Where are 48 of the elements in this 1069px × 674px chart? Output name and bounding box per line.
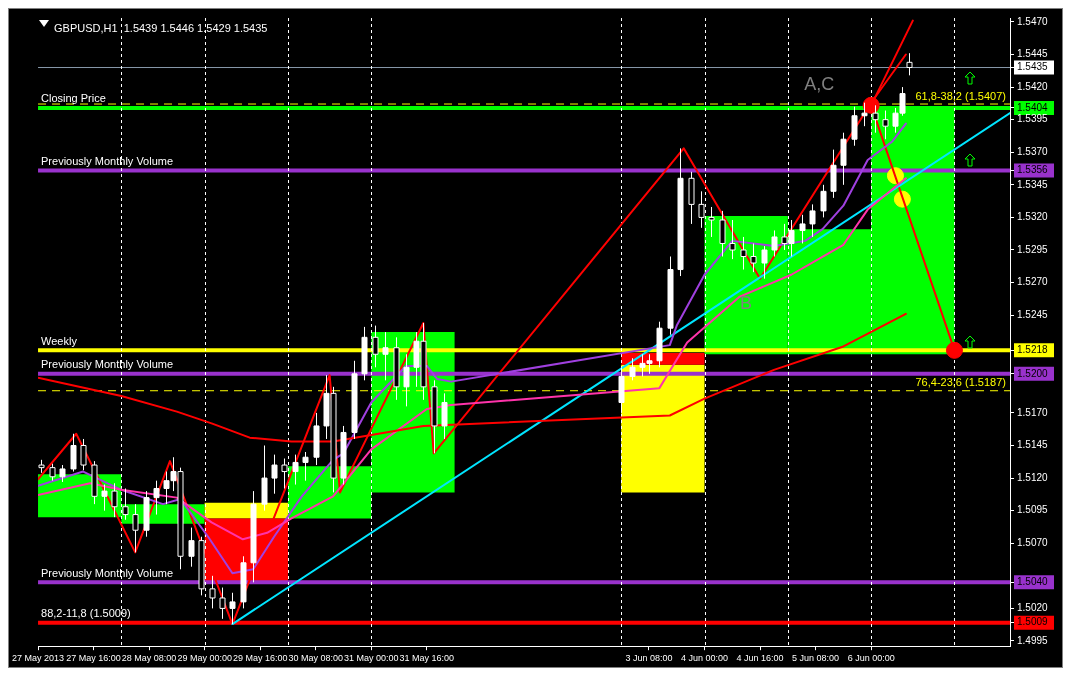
x-tick-label: 29 May 16:00: [232, 653, 288, 664]
y-tick-label: 1.5170: [1017, 406, 1049, 418]
x-tick-label: 4 Jun 00:00: [681, 653, 729, 664]
ref-line-label: 76,4-23,6 (1.5187): [915, 376, 1006, 389]
ref-line-label: 88,2-11,8 (1.5009): [41, 607, 131, 620]
x-tick-label: 6 Jun 00:00: [847, 653, 895, 664]
y-tick-label: 1.5345: [1017, 178, 1049, 190]
y-tick-label: 1.5218: [1017, 344, 1049, 356]
y-tick-label: 1.4995: [1017, 634, 1049, 646]
x-tick-label: 31 May 16:00: [399, 653, 455, 664]
y-tick-label: 1.5245: [1017, 308, 1049, 320]
y-tick-label: 1.5356: [1017, 164, 1049, 176]
ref-line-label: Previously Monthly Volume: [41, 358, 174, 371]
y-tick-label: 1.5395: [1017, 113, 1049, 125]
ref-line-label: Weekly: [41, 334, 78, 347]
y-tick-label: 1.5420: [1017, 80, 1049, 92]
y-tick-label: 1.5145: [1017, 439, 1049, 451]
y-tick-label: 1.5320: [1017, 211, 1049, 223]
y-tick-label: 1.5120: [1017, 471, 1049, 483]
x-tick-label: 30 May 08:00: [288, 653, 343, 664]
chart-title: GBPUSD,H1 1.5439 1.5446 1.5429 1.5435: [54, 21, 268, 34]
x-tick-label: 27 May 16:00: [66, 653, 121, 664]
y-tick-label: 1.5095: [1017, 504, 1049, 516]
y-tick-label: 1.5009: [1017, 616, 1049, 628]
ref-line-label: Closing Price: [41, 92, 106, 105]
x-tick-label: 28 May 08:00: [121, 653, 177, 664]
x-tick-label: 29 May 00:00: [177, 653, 232, 664]
y-tick-label: 1.5200: [1017, 367, 1049, 379]
y-tick-label: 1.5404: [1017, 101, 1049, 113]
y-tick-label: 1.5295: [1017, 243, 1049, 255]
ref-line-label: 61,8-38,2 (1.5407): [915, 89, 1006, 102]
x-tick-label: 27 May 2013: [11, 653, 65, 664]
ref-line-label: Previously Monthly Volume: [41, 566, 174, 579]
x-tick-label: 4 Jun 16:00: [736, 653, 784, 664]
y-tick-label: 1.5435: [1017, 61, 1049, 73]
y-tick-label: 1.5445: [1017, 48, 1049, 60]
y-tick-label: 1.5470: [1017, 15, 1049, 27]
y-tick-label: 1.5040: [1017, 576, 1049, 588]
y-tick-label: 1.5020: [1017, 602, 1049, 614]
annotation: A,C: [804, 73, 835, 94]
ref-line-label: Previously Monthly Volume: [41, 155, 174, 168]
y-tick-label: 1.5070: [1017, 536, 1049, 548]
annotation: B: [740, 292, 753, 313]
x-tick-label: 5 Jun 08:00: [792, 653, 840, 664]
y-tick-label: 1.5370: [1017, 145, 1049, 157]
x-tick-label: 3 Jun 08:00: [625, 653, 673, 664]
x-tick-label: 31 May 00:00: [344, 653, 399, 664]
y-tick-label: 1.5270: [1017, 276, 1049, 288]
